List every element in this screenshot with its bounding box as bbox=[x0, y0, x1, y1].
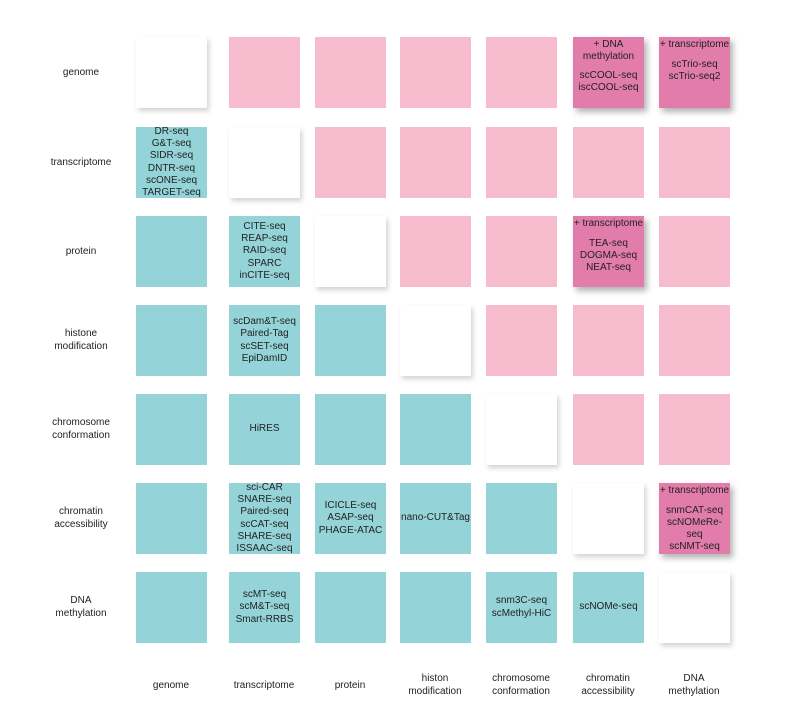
pink-cell bbox=[573, 127, 644, 198]
pink-cell bbox=[573, 305, 644, 376]
pink-cell bbox=[486, 216, 557, 287]
diagonal-cell bbox=[315, 216, 386, 287]
teal-cell: sci-CAR SNARE-seq Paired-seq scCAT-seq S… bbox=[229, 481, 300, 554]
teal-cell bbox=[136, 394, 207, 465]
pink-cell bbox=[400, 216, 471, 287]
diagonal-cell bbox=[486, 394, 557, 465]
row-label: chromosome conformation bbox=[52, 417, 110, 441]
cell-header: + DNA methylation bbox=[582, 39, 635, 62]
method-list: scCOOL-seq iscCOOL-seq bbox=[578, 70, 639, 94]
cell-header: + transcriptome bbox=[659, 485, 730, 496]
teal-cell bbox=[136, 305, 207, 376]
method-list: scDam&T-seq Paired-Tag scSET-seq EpiDamI… bbox=[233, 316, 296, 364]
teal-cell bbox=[400, 394, 471, 465]
pink-cell bbox=[573, 394, 644, 465]
method-list: CITE-seq REAP-seq RAID-seq SPARC inCITE-… bbox=[239, 220, 290, 281]
method-list: snmCAT-seq scNOMeRe-seq scNMT-seq bbox=[665, 504, 724, 553]
pink-cell bbox=[486, 127, 557, 198]
pink-cell bbox=[659, 216, 730, 287]
highlight-cell: + transcriptome scTrio-seq scTrio-seq2 bbox=[659, 37, 730, 108]
highlight-cell: + transcriptome snmCAT-seq scNOMeRe-seq s… bbox=[659, 483, 730, 554]
teal-cell bbox=[136, 483, 207, 554]
pink-cell bbox=[400, 127, 471, 198]
teal-cell: HiRES bbox=[229, 394, 300, 465]
diagonal-cell bbox=[229, 127, 300, 198]
cell-header: + transcriptome bbox=[659, 39, 730, 50]
method-list: HiRES bbox=[249, 423, 280, 435]
teal-cell bbox=[315, 394, 386, 465]
teal-cell: CITE-seq REAP-seq RAID-seq SPARC inCITE-… bbox=[229, 216, 300, 287]
pink-cell bbox=[315, 37, 386, 108]
teal-cell bbox=[136, 216, 207, 287]
pink-cell bbox=[400, 37, 471, 108]
pink-cell bbox=[486, 305, 557, 376]
column-label: transcriptome bbox=[233, 679, 295, 691]
method-list: scNOMe-seq bbox=[579, 601, 638, 613]
teal-cell: scMT-seq scM&T-seq Smart-RRBS bbox=[229, 572, 300, 643]
method-list: sci-CAR SNARE-seq Paired-seq scCAT-seq S… bbox=[236, 481, 293, 554]
teal-cell: nano-CUT&Tag bbox=[400, 483, 471, 554]
teal-cell bbox=[136, 572, 207, 643]
column-label: chromosome conformation bbox=[492, 673, 550, 697]
method-list: TEA-seq DOGMA-seq NEAT-seq bbox=[579, 237, 638, 273]
highlight-cell: + DNA methylation scCOOL-seq iscCOOL-seq bbox=[573, 37, 644, 108]
teal-cell bbox=[315, 305, 386, 376]
teal-cell bbox=[486, 483, 557, 554]
diagonal-cell bbox=[659, 572, 730, 643]
row-label: histone modification bbox=[54, 328, 108, 352]
method-list: scTrio-seq scTrio-seq2 bbox=[668, 58, 721, 82]
pink-cell bbox=[659, 305, 730, 376]
pink-cell bbox=[659, 394, 730, 465]
column-label: DNA methylation bbox=[668, 673, 720, 697]
method-list: scMT-seq scM&T-seq Smart-RRBS bbox=[235, 589, 294, 625]
diagonal-cell bbox=[573, 483, 644, 554]
teal-cell: snm3C-seq scMethyl-HiC bbox=[486, 572, 557, 643]
teal-cell bbox=[315, 572, 386, 643]
row-label: transcriptome bbox=[50, 156, 112, 168]
column-label: genome bbox=[152, 679, 190, 691]
teal-cell: scDam&T-seq Paired-Tag scSET-seq EpiDamI… bbox=[229, 305, 300, 376]
pink-cell bbox=[315, 127, 386, 198]
pink-cell bbox=[486, 37, 557, 108]
pink-cell bbox=[659, 127, 730, 198]
teal-cell: DR-seq G&T-seq SIDR-seq DNTR-seq scONE-s… bbox=[136, 125, 207, 198]
pink-cell bbox=[229, 37, 300, 108]
diagonal-cell bbox=[400, 305, 471, 376]
column-label: histon modification bbox=[408, 673, 462, 697]
cell-header: + transcriptome bbox=[573, 218, 644, 229]
method-list: snm3C-seq scMethyl-HiC bbox=[491, 595, 552, 619]
column-label: protein bbox=[334, 679, 366, 691]
row-label: genome bbox=[62, 66, 100, 78]
method-list: DR-seq G&T-seq SIDR-seq DNTR-seq scONE-s… bbox=[142, 125, 201, 198]
row-label: protein bbox=[65, 245, 97, 257]
diagonal-cell bbox=[136, 37, 207, 108]
method-list: nano-CUT&Tag bbox=[401, 512, 470, 524]
teal-cell: ICICLE-seq ASAP-seq PHAGE-ATAC bbox=[315, 483, 386, 554]
method-list: ICICLE-seq ASAP-seq PHAGE-ATAC bbox=[318, 500, 383, 536]
highlight-cell: + transcriptome TEA-seq DOGMA-seq NEAT-se… bbox=[573, 216, 644, 287]
row-label: chromatin accessibility bbox=[54, 506, 108, 530]
column-label: chromatin accessibility bbox=[581, 673, 635, 697]
teal-cell: scNOMe-seq bbox=[573, 572, 644, 643]
teal-cell bbox=[400, 572, 471, 643]
row-label: DNA methylation bbox=[55, 595, 107, 619]
